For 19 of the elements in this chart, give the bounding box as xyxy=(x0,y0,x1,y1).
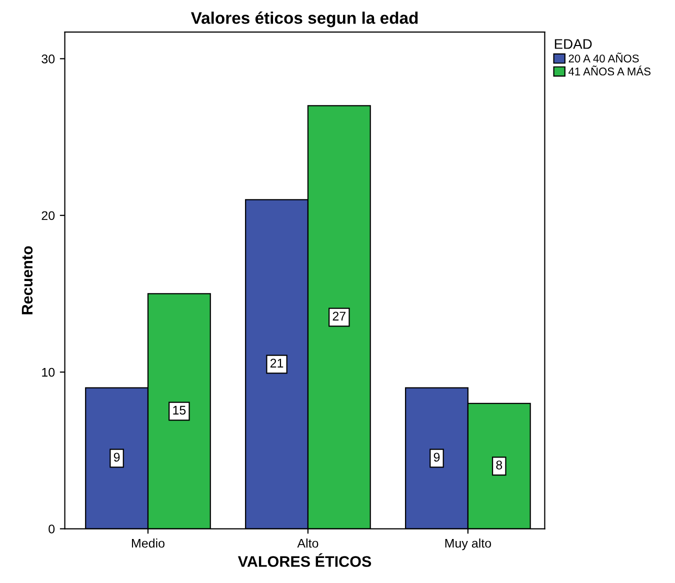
data-label: 21 xyxy=(270,358,284,368)
data-label: 8 xyxy=(496,460,502,470)
x-tick-label: Medio xyxy=(132,538,164,548)
data-label: 9 xyxy=(114,452,120,462)
y-tick-label: 30 xyxy=(42,54,55,64)
x-tick-label: Muy alto xyxy=(445,538,492,550)
data-label: 15 xyxy=(173,406,186,415)
legend-label: 20 A 40 AÑOS xyxy=(568,52,639,62)
x-tick-label: Alto xyxy=(297,538,318,548)
chart-title: Valores éticos segun la edad xyxy=(190,12,418,28)
data-label: 27 xyxy=(332,312,346,320)
x-axis-title: VALORES ÉTICOS xyxy=(238,553,372,567)
legend-title: EDAD xyxy=(554,39,592,49)
y-axis-title: Recuento xyxy=(22,246,33,314)
legend-label: 41 AÑOS A MÁS xyxy=(568,66,650,76)
data-label: 9 xyxy=(434,452,440,462)
y-tick-label: 20 xyxy=(42,211,55,220)
y-tick-label: 0 xyxy=(48,524,55,534)
y-tick-label: 10 xyxy=(42,368,55,377)
